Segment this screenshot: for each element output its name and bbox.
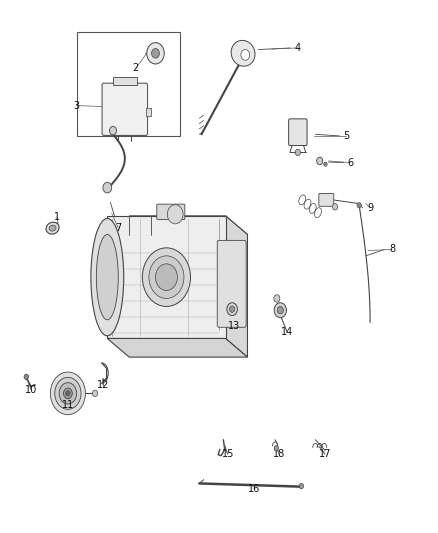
Text: 9: 9 — [367, 203, 373, 213]
Circle shape — [274, 446, 279, 451]
Ellipse shape — [46, 222, 59, 234]
Circle shape — [110, 126, 117, 135]
Ellipse shape — [91, 219, 124, 336]
Text: 7: 7 — [115, 223, 121, 233]
Polygon shape — [107, 216, 226, 338]
FancyBboxPatch shape — [319, 193, 334, 206]
Polygon shape — [226, 216, 247, 357]
Bar — [113, 77, 137, 85]
Text: 12: 12 — [97, 380, 109, 390]
Ellipse shape — [49, 225, 56, 231]
Polygon shape — [129, 216, 247, 235]
Circle shape — [59, 383, 77, 404]
Text: 13: 13 — [228, 321, 240, 331]
Circle shape — [295, 149, 300, 156]
Text: 11: 11 — [62, 400, 74, 410]
Text: 18: 18 — [273, 449, 286, 459]
FancyBboxPatch shape — [289, 119, 307, 146]
Circle shape — [324, 162, 327, 166]
FancyBboxPatch shape — [217, 240, 246, 327]
Circle shape — [155, 264, 177, 290]
Bar — [146, 108, 151, 116]
Circle shape — [167, 205, 183, 224]
Circle shape — [332, 204, 338, 210]
Text: 10: 10 — [25, 385, 38, 395]
Circle shape — [299, 483, 304, 489]
Circle shape — [103, 182, 112, 193]
Circle shape — [50, 372, 85, 415]
Circle shape — [149, 256, 184, 298]
Text: 8: 8 — [389, 245, 395, 254]
Text: 16: 16 — [248, 484, 260, 494]
Text: 6: 6 — [347, 158, 353, 167]
Circle shape — [230, 306, 235, 312]
Text: 5: 5 — [343, 131, 349, 141]
Circle shape — [317, 157, 323, 165]
FancyBboxPatch shape — [102, 83, 148, 135]
Circle shape — [277, 306, 283, 314]
Text: 14: 14 — [281, 327, 293, 336]
Text: 1: 1 — [54, 212, 60, 222]
Circle shape — [357, 203, 361, 208]
Bar — [77, 32, 180, 136]
Circle shape — [147, 43, 164, 64]
Text: 4: 4 — [295, 43, 301, 53]
Circle shape — [55, 377, 81, 409]
Circle shape — [274, 303, 286, 318]
Circle shape — [64, 388, 72, 399]
Ellipse shape — [96, 235, 118, 320]
Circle shape — [92, 390, 98, 397]
Circle shape — [66, 391, 70, 396]
Circle shape — [274, 295, 280, 302]
Circle shape — [241, 50, 250, 60]
Text: 17: 17 — [319, 449, 331, 459]
Circle shape — [142, 248, 191, 306]
FancyBboxPatch shape — [157, 204, 185, 220]
Text: 15: 15 — [222, 449, 234, 459]
Circle shape — [227, 303, 237, 316]
Polygon shape — [107, 338, 247, 357]
Circle shape — [24, 374, 28, 379]
Text: 2: 2 — [133, 63, 139, 73]
Ellipse shape — [231, 41, 255, 66]
Text: 3: 3 — [74, 101, 80, 110]
Circle shape — [152, 49, 159, 58]
